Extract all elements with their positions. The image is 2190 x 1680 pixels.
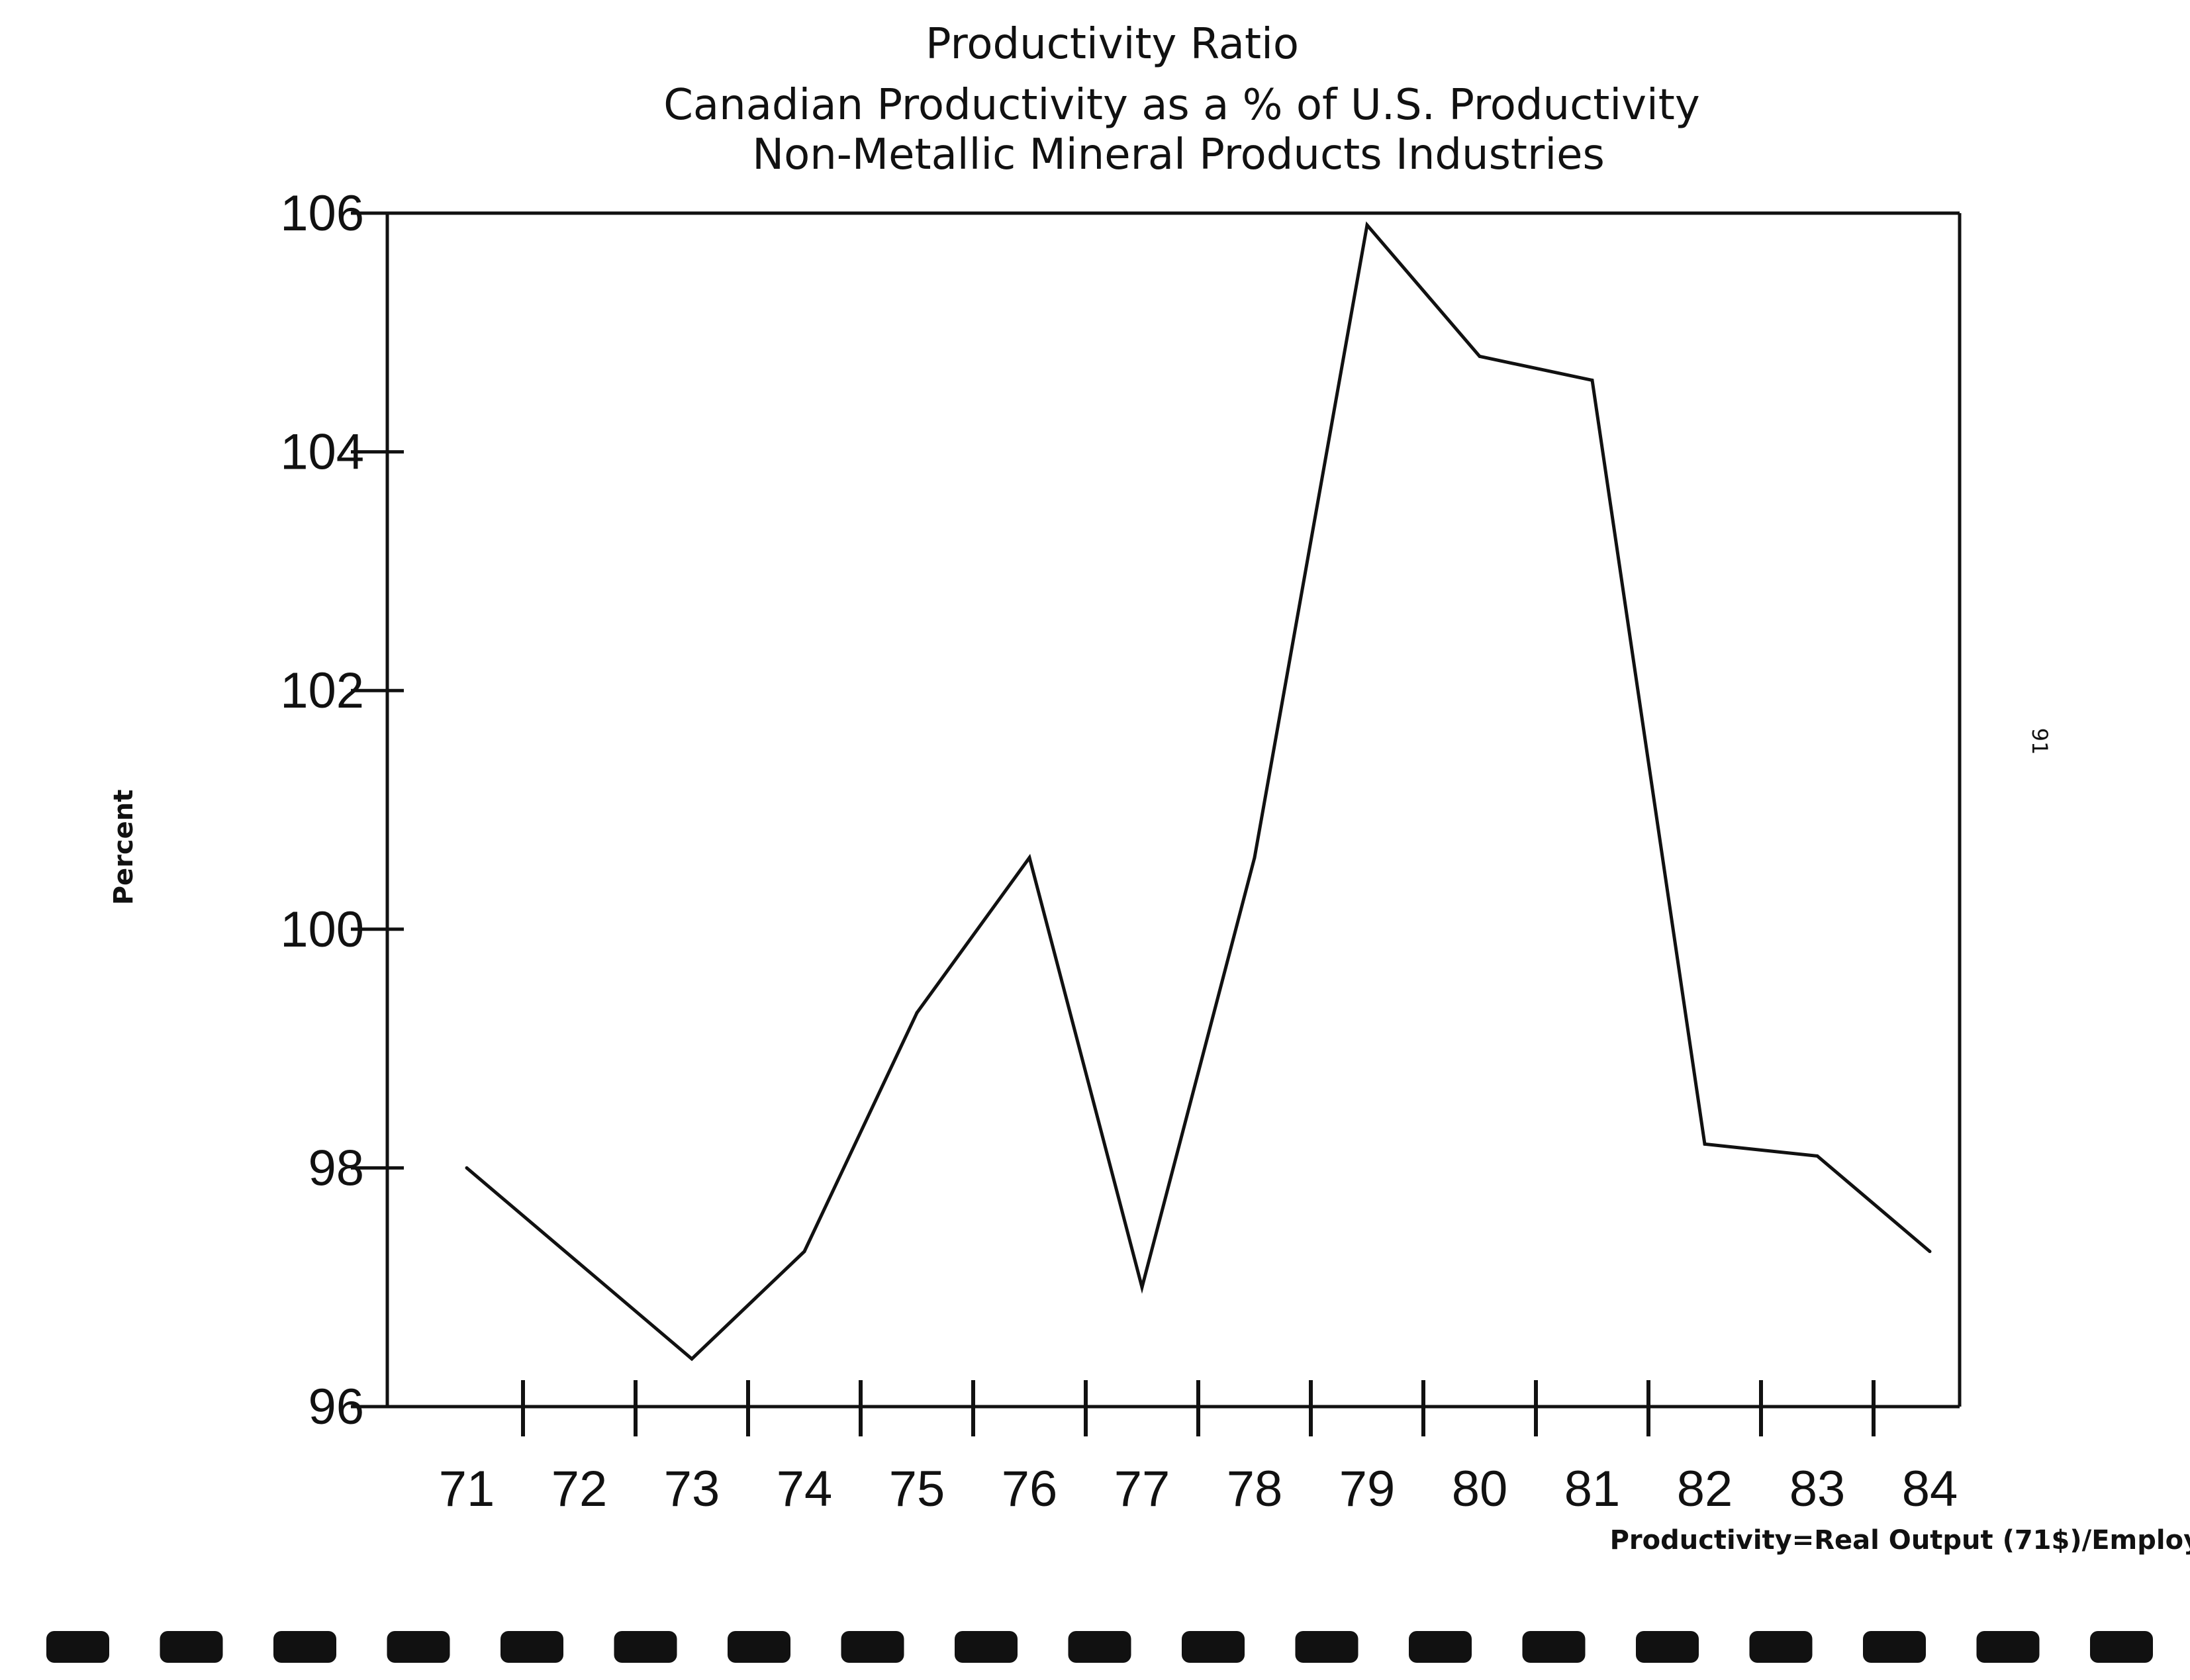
perforation-dash: [1863, 1631, 1926, 1663]
y-tick-label: 100: [280, 902, 364, 958]
x-axis-ticks: 71 72 73 74 75 76 77 78 79 80 81 82 83 84: [439, 1380, 1958, 1517]
data-point: [1703, 1142, 1707, 1146]
series-line: [465, 221, 1931, 1362]
y-tick-label: 102: [280, 663, 364, 719]
x-tick-label: 79: [1339, 1461, 1396, 1517]
y-tick-label: 104: [280, 424, 364, 481]
perforation-dash: [46, 1631, 109, 1663]
x-tick-label: 73: [664, 1461, 720, 1517]
x-tick-label: 83: [1789, 1461, 1846, 1517]
data-point: [1365, 223, 1369, 227]
chart-subtitle-line-2: Non-Metallic Mineral Products Industries: [752, 130, 1605, 179]
perforation-dash: [160, 1631, 223, 1663]
perforation-dash: [2090, 1631, 2153, 1663]
perforation-dash: [1295, 1631, 1358, 1663]
data-point: [1590, 378, 1594, 382]
y-tick-label: 106: [280, 185, 364, 242]
perforation-dash: [1522, 1631, 1586, 1663]
data-point: [915, 1011, 919, 1015]
x-tick-label: 72: [551, 1461, 608, 1517]
x-tick-label: 78: [1227, 1461, 1283, 1517]
perforation-dash: [1749, 1631, 1813, 1663]
perforation-dash-row: [46, 1631, 2153, 1663]
data-point: [1815, 1154, 1819, 1158]
y-tick-label: 98: [308, 1140, 364, 1196]
data-point: [577, 1262, 581, 1266]
data-point: [690, 1357, 694, 1361]
y-tick-label: 96: [308, 1379, 364, 1435]
perforation-dash: [614, 1631, 677, 1663]
perforation-dash: [500, 1631, 563, 1663]
chart-subtitle-line-1: Canadian Productivity as a % of U.S. Pro…: [663, 81, 1700, 130]
perforation-dash: [387, 1631, 450, 1663]
perforation-dash: [841, 1631, 904, 1663]
data-point: [1253, 856, 1257, 860]
x-tick-label: 76: [1002, 1461, 1058, 1517]
data-point: [1027, 856, 1031, 860]
y-axis-label: Percent: [109, 790, 139, 906]
perforation-dash: [1636, 1631, 1699, 1663]
x-tick-label: 82: [1677, 1461, 1733, 1517]
x-tick-label: 80: [1452, 1461, 1508, 1517]
chart-title: Productivity Ratio: [926, 20, 1299, 69]
x-tick-label: 84: [1902, 1461, 1958, 1517]
data-point: [1140, 1285, 1144, 1289]
perforation-dash: [1182, 1631, 1245, 1663]
perforation-dash: [1409, 1631, 1472, 1663]
x-axis-label: Productivity=Real Output (71$)/Employee: [1610, 1525, 2190, 1556]
x-tick-label: 71: [439, 1461, 495, 1517]
y-axis-ticks: 96 98 100 102 104 106: [280, 185, 404, 1435]
x-tick-label: 74: [777, 1461, 833, 1517]
perforation-dash: [1976, 1631, 2040, 1663]
perforation-dash: [728, 1631, 790, 1663]
perforation-dash: [1068, 1631, 1131, 1663]
x-tick-label: 75: [889, 1461, 945, 1517]
series-layer: [465, 221, 1932, 1362]
data-point: [802, 1250, 806, 1254]
data-point: [465, 1166, 469, 1170]
x-tick-label: 81: [1564, 1461, 1621, 1517]
x-tick-label: 77: [1114, 1461, 1170, 1517]
data-point: [1928, 1250, 1932, 1254]
page-number: 91: [2027, 728, 2052, 755]
perforation-dash: [273, 1631, 336, 1663]
perforation-dash: [955, 1631, 1018, 1663]
data-point: [1478, 354, 1482, 358]
plot-frame: [385, 211, 1962, 1409]
